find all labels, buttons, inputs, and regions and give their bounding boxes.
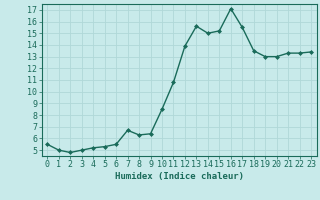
X-axis label: Humidex (Indice chaleur): Humidex (Indice chaleur): [115, 172, 244, 181]
